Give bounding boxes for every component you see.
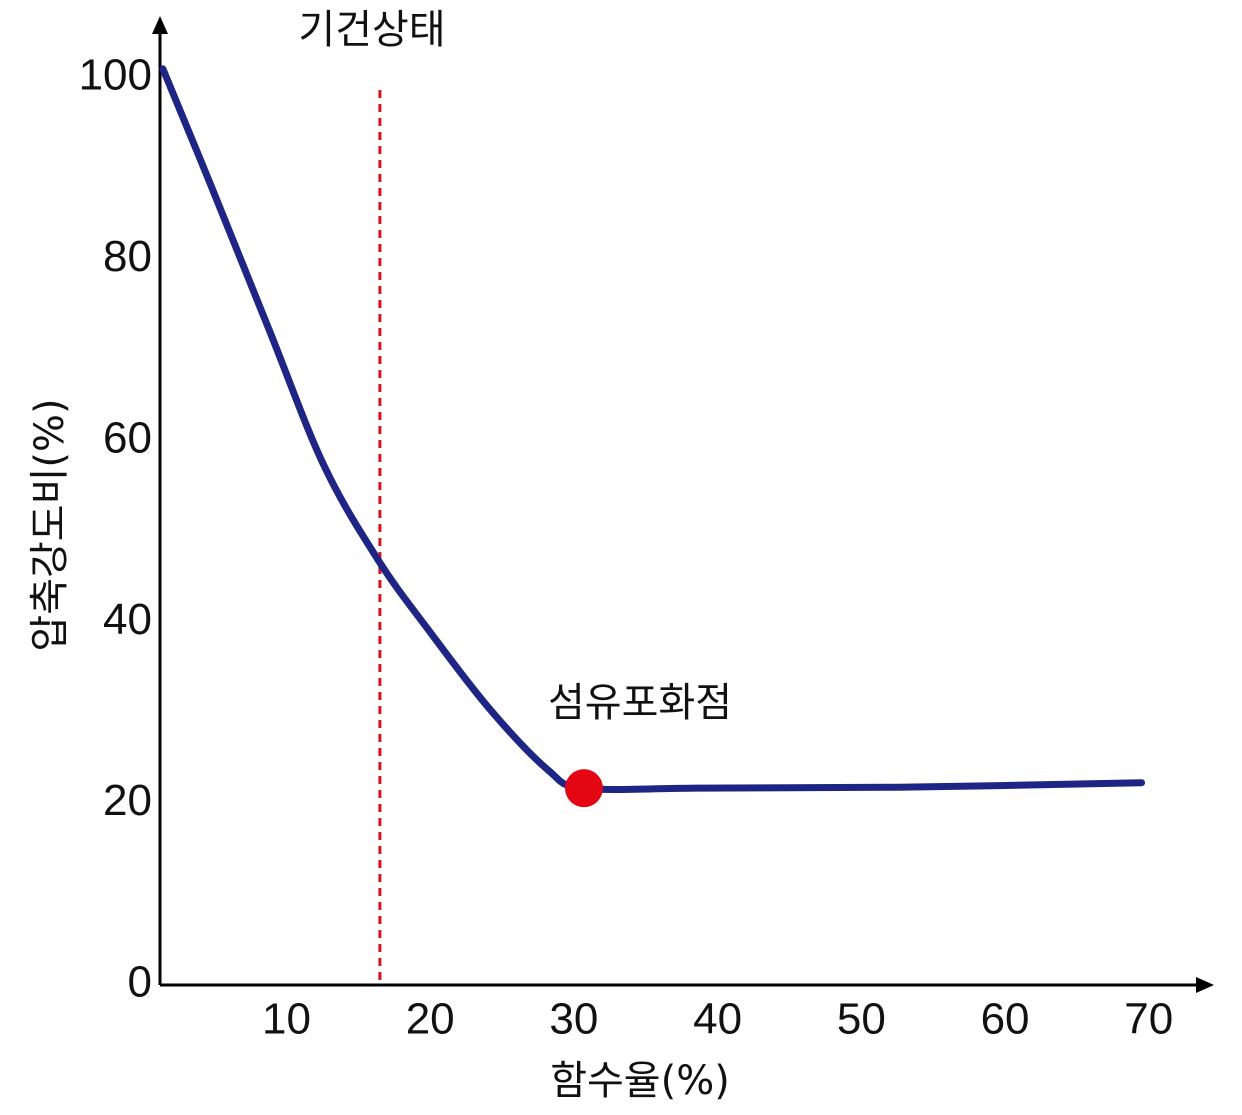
x-tick-label: 50 [837,995,886,1044]
x-tick-label: 70 [1124,995,1173,1044]
x-arrow [1196,977,1214,993]
y-arrow [152,16,168,34]
point-label: 섬유포화점 [548,680,732,726]
x-tick-label: 20 [406,995,455,1044]
x-tick-label: 60 [981,995,1030,1044]
reference-label: 기건상태 [298,7,445,53]
y-tick-label: 80 [103,232,152,281]
y-axis-label: 압축강도비(%) [27,398,73,651]
x-axis-label: 함수율(%) [550,1058,730,1104]
y-tick-label: 20 [103,776,152,825]
x-tick-label: 30 [549,995,598,1044]
point-marker [564,769,603,808]
y-tick-label: 100 [79,50,152,99]
line [159,65,1146,794]
x-tick-label: 10 [262,995,311,1044]
y-tick-label: 60 [103,413,152,462]
y-tick-label: 40 [103,595,152,644]
x-tick-label: 40 [693,995,742,1044]
y-tick-label: 0 [128,958,152,1007]
